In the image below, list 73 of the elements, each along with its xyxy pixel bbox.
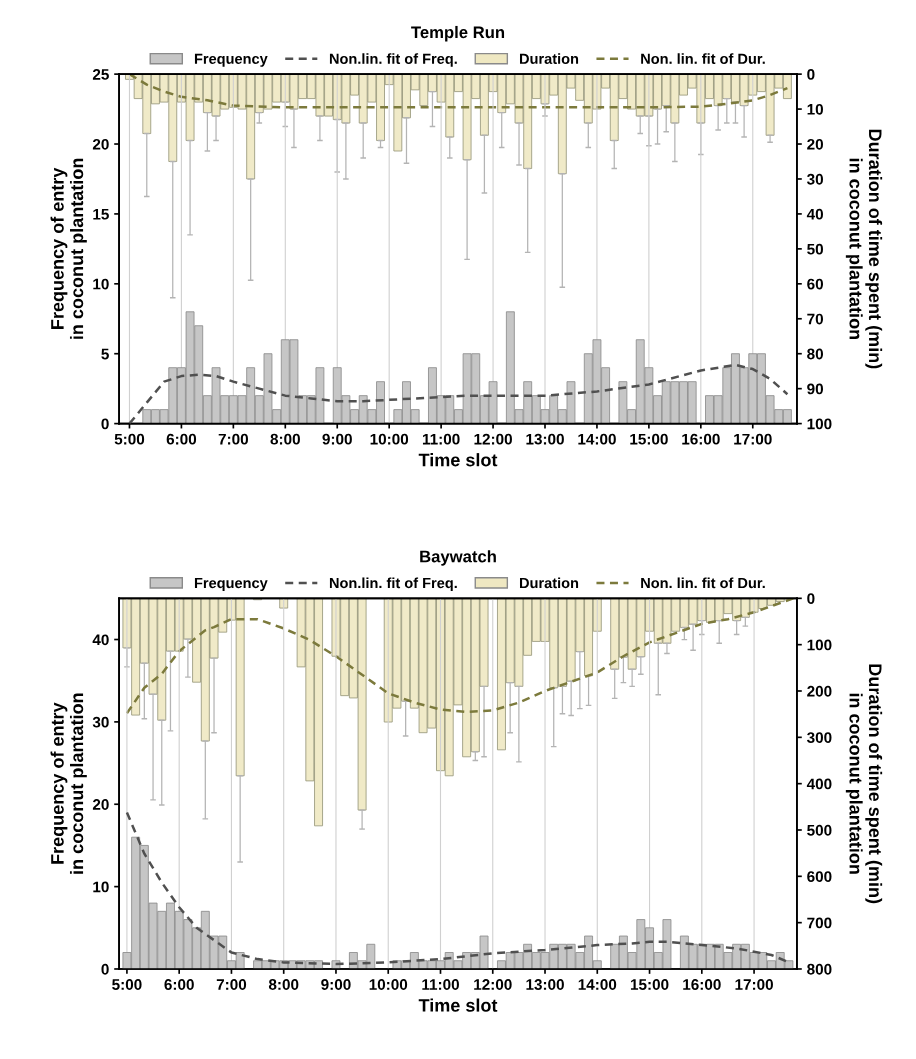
legend-label: Non. lin. fit of Dur. — [641, 577, 765, 589]
y2-tick-label: 200 — [807, 685, 832, 697]
y2-tick-label: 20 — [807, 138, 824, 150]
x-tick-label: 9:00 — [321, 979, 351, 990]
y2-tick-label: 700 — [807, 917, 832, 929]
x-tick-label: 9:00 — [322, 433, 352, 445]
y-tick-label: 5 — [101, 348, 109, 360]
y2-tick-label: 30 — [806, 173, 824, 185]
x-tick-label: 6:00 — [166, 433, 197, 445]
x-axis-title: Time slot — [418, 998, 498, 1012]
legend-label: Non.lin. fit of Freq. — [329, 577, 457, 592]
x-tick-label: 11:00 — [422, 979, 459, 990]
legend-label: Frequency — [194, 577, 268, 592]
x-tick-label: 6:00 — [164, 979, 194, 990]
x-tick-label: 12:00 — [474, 433, 512, 445]
x-tick-label: 5:00 — [112, 979, 142, 990]
y2-tick-label: 0 — [807, 69, 815, 80]
y2-tick-label: 70 — [807, 313, 824, 325]
x-tick-label: 16:00 — [683, 979, 721, 990]
legend-label: Duration — [519, 577, 579, 589]
y2-axis-title: Duration of time spent (min) in coconut plantation — [845, 129, 883, 369]
x-tick-label: 10:00 — [370, 433, 409, 445]
y-tick-label: 10 — [93, 881, 109, 893]
y2-tick-label: 100 — [807, 639, 832, 651]
y-tick-label: 20 — [92, 799, 109, 810]
y-tick-label: 15 — [93, 208, 109, 220]
x-tick-label: 17:00 — [735, 979, 773, 990]
y2-tick-label: 300 — [806, 732, 832, 744]
x-tick-label: 15:00 — [630, 979, 669, 990]
x-tick-label: 8:00 — [270, 433, 300, 445]
y-tick-label: 0 — [101, 418, 109, 430]
y-tick-label: 20 — [92, 138, 109, 150]
x-tick-label: 5:00 — [114, 433, 145, 445]
x-tick-label: 8:00 — [268, 979, 299, 990]
y2-tick-label: 80 — [807, 348, 824, 360]
y2-tick-label: 0 — [807, 593, 815, 605]
x-tick-label: 12:00 — [474, 979, 512, 990]
x-tick-label: 14:00 — [578, 433, 616, 445]
y2-tick-label: 50 — [807, 243, 824, 255]
y2-axis-title: Duration of time spent (min) in coconut plantation — [845, 664, 883, 904]
y2-tick-label: 40 — [806, 208, 824, 220]
y-tick-label: 30 — [92, 716, 109, 728]
y-tick-label: 10 — [93, 278, 109, 290]
legend-label: Non. lin. fit of Dur. — [641, 53, 765, 64]
y2-tick-label: 90 — [807, 383, 824, 395]
y-tick-label: 40 — [92, 634, 109, 646]
x-tick-label: 13:00 — [526, 433, 564, 445]
x-tick-label: 14:00 — [578, 979, 617, 990]
x-tick-label: 17:00 — [734, 433, 772, 445]
x-tick-label: 7:00 — [216, 979, 247, 990]
y2-tick-label: 800 — [807, 963, 832, 975]
chart-title: Temple Run — [411, 25, 505, 42]
x-tick-label: 10:00 — [369, 979, 408, 990]
y2-tick-label: 100 — [807, 418, 832, 430]
legend-label: Duration — [519, 53, 579, 64]
y-tick-label: 0 — [101, 963, 109, 975]
y2-tick-label: 10 — [807, 103, 824, 115]
y-axis-title: Frequency of entry in coconut plantation — [50, 693, 87, 874]
chart-title: Baywatch — [420, 550, 496, 566]
x-tick-label: 11:00 — [422, 433, 460, 445]
x-axis-title: Time slot — [418, 453, 498, 467]
y2-tick-label: 600 — [807, 871, 832, 883]
legend-label: Frequency — [194, 53, 268, 67]
y2-tick-label: 400 — [806, 778, 832, 790]
x-tick-label: 13:00 — [526, 979, 564, 990]
legend-label: Non.lin. fit of Freq. — [329, 53, 457, 67]
y2-tick-label: 500 — [807, 824, 832, 836]
x-tick-label: 7:00 — [218, 433, 249, 445]
y-axis-title: Frequency of entry in coconut plantation — [50, 158, 87, 339]
y-tick-label: 25 — [92, 69, 109, 80]
y2-tick-label: 60 — [807, 278, 824, 290]
x-tick-label: 15:00 — [630, 433, 668, 445]
x-tick-label: 16:00 — [682, 433, 720, 445]
